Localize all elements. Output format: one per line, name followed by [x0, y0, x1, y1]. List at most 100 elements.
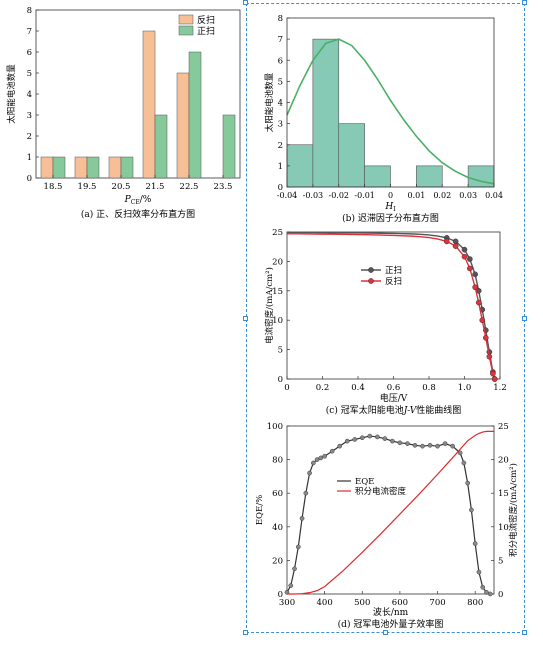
chart-d-point-EQE [480, 584, 486, 590]
chart-c-xtick-label: 0 [284, 383, 289, 393]
resize-handle-top-left[interactable] [243, 0, 248, 5]
chart-c-xtick-label: 0.6 [387, 383, 401, 393]
chart-b-ylabel: 太阳能电池数量 [264, 72, 275, 132]
chart-d-point-EQE [288, 583, 294, 588]
chart-b-ytick-label: 6 [278, 56, 283, 66]
chart-d-ytick-left-label: 0 [278, 590, 283, 600]
chart-d-ytick-right-label: 25 [498, 422, 509, 432]
chart-b-xtick-label: -0.04 [277, 191, 298, 200]
chart-b-ytick-label: 1 [278, 162, 283, 172]
chart-d-point-EQE [292, 566, 297, 572]
chart-d-point-EQE [318, 455, 324, 461]
chart-b-bin-bar [416, 165, 443, 188]
chart-a-legend-swatch [178, 25, 194, 36]
chart-d-xtick-label: 500 [354, 598, 370, 608]
chart-d-xtick-label: 600 [392, 598, 408, 608]
chart-b-ytick-label: 3 [278, 120, 283, 130]
resize-handle-middle-right[interactable] [522, 316, 527, 321]
chart-a-ytick-label: 0 [27, 174, 32, 184]
chart-d-ytick-left-label: 40 [272, 523, 283, 533]
chart-d-point-EQE [329, 448, 335, 454]
resize-handle-bottom-right[interactable] [522, 630, 527, 635]
chart-d-point-EQE [307, 470, 312, 476]
chart-b-bin-bar [338, 123, 365, 188]
chart-d-point-EQE [382, 436, 388, 441]
chart-b-ytick-label: 8 [278, 14, 283, 24]
resize-handle-bottom-left[interactable] [243, 630, 248, 635]
chart-c-point-反扫 [452, 243, 459, 249]
chart-a-ytick-label: 5 [27, 69, 32, 79]
chart-b-xtick-label: 0.04 [485, 191, 503, 200]
chart-d-point-EQE [295, 544, 301, 550]
chart-d-point-EQE [405, 441, 410, 446]
chart-d-ylabel-right: 积分电流密度/(mA/cm²) [508, 463, 519, 557]
chart-c-point-正扫 [461, 246, 468, 253]
chart-c-ytick-label: 20 [272, 257, 283, 267]
chart-c-point-反扫 [486, 353, 493, 360]
chart-a-ytick-label: 8 [27, 6, 32, 16]
chart-d-point-EQE [487, 591, 493, 597]
chart-d-point-EQE [469, 507, 474, 513]
chart-d-point-EQE [461, 460, 467, 466]
chart-c-ytick-label: 0 [278, 375, 283, 385]
chart-a-xtick-label: 21.5 [146, 182, 165, 192]
chart-a-bar-正扫 [52, 156, 66, 179]
chart-c-frame [286, 231, 501, 380]
chart-d-xtick-label: 400 [317, 598, 333, 608]
resize-handle-middle-left[interactable] [243, 316, 248, 321]
chart-b-xlabel: HI [384, 202, 396, 213]
chart-d-caption: (d) 冠军电池外量子效率图 [338, 618, 444, 630]
chart-d-point-EQE [311, 460, 316, 466]
chart-d-line-积分电流密度 [287, 430, 494, 595]
chart-d-xtick-label: 300 [279, 598, 295, 608]
chart-c-ytick-label: 10 [272, 316, 283, 326]
chart-d-point-EQE [465, 480, 470, 486]
chart-c-xtick-label: 1.0 [458, 383, 472, 393]
chart-a-bar-反扫 [176, 72, 190, 179]
chart-d-xlabel: 波长/nm [373, 606, 409, 618]
chart-a-bar-反扫 [142, 30, 156, 179]
chart-c-point-反扫 [472, 284, 478, 291]
chart-d-ylabel-right-group: 积分电流密度/(mA/cm²) [508, 463, 519, 557]
chart-c-point-反扫 [461, 253, 468, 260]
chart-d-ylabel-left-group: EQE/% [255, 495, 265, 525]
chart-d-point-EQE [412, 443, 418, 448]
chart-d-xtick-label: 700 [429, 598, 445, 608]
chart-c-point-反扫 [467, 265, 473, 272]
chart-b-xtick-label: -0.01 [354, 191, 375, 200]
chart-d-legend-label: 积分电流密度 [355, 486, 407, 497]
chart-a-ytick-label: 4 [27, 90, 32, 100]
chart-a-ylabel: 太阳能电池数量 [6, 64, 17, 124]
chart-a-legend-swatch [178, 14, 194, 25]
chart-c-line-正扫 [287, 231, 496, 380]
chart-a-legend-label: 正扫 [197, 25, 215, 37]
chart-a-xlabel: PCE/% [124, 195, 152, 206]
chart-d-frame [286, 425, 495, 595]
chart-d-point-EQE [299, 516, 305, 521]
chart-b-xtick-label: 0.03 [459, 191, 477, 200]
chart-b-ytick-label: 2 [278, 141, 283, 151]
chart-c-ytick-label: 25 [272, 228, 283, 238]
chart-a-ylabel-group: 太阳能电池数量 [6, 64, 17, 124]
resize-handle-bottom-center[interactable] [383, 630, 388, 635]
chart-a-bar-反扫 [74, 156, 88, 179]
chart-d-ytick-right-label: 20 [498, 456, 509, 466]
chart-c-ytick-label: 5 [278, 346, 283, 356]
chart-d-point-EQE [314, 457, 320, 462]
chart-d-point-EQE [420, 443, 425, 449]
chart-d-point-EQE [442, 441, 448, 446]
resize-handle-top-right[interactable] [522, 0, 527, 5]
chart-a-xtick-label: 23.5 [214, 182, 233, 192]
chart-c-xtick-label: 0.8 [422, 383, 436, 393]
chart-d-point-EQE [359, 435, 365, 441]
chart-d-point-EQE [484, 590, 489, 595]
chart-c-legend-label: 正扫 [385, 265, 402, 276]
chart-d-ytick-left-label: 60 [272, 489, 283, 499]
chart-c-point-反扫 [479, 317, 486, 324]
chart-b-ytick-label: 7 [278, 35, 283, 45]
chart-a-bar-正扫 [154, 114, 168, 179]
chart-a-ytick-label: 1 [27, 153, 32, 163]
chart-d-point-EQE [476, 569, 482, 575]
